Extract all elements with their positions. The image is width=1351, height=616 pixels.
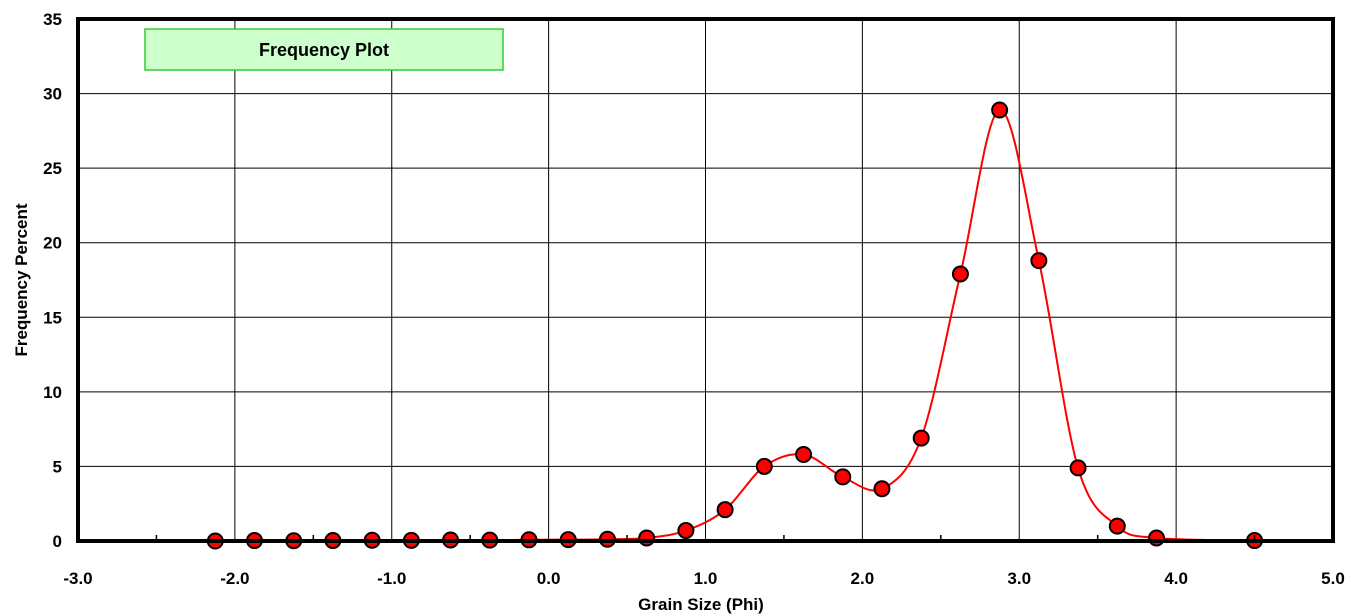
x-axis-title: Grain Size (Phi) (638, 595, 764, 614)
x-tick-label: -3.0 (63, 569, 92, 588)
data-point (1108, 517, 1126, 535)
data-point (873, 480, 891, 498)
data-point (834, 468, 852, 486)
data-point (1148, 529, 1166, 547)
data-point (991, 101, 1009, 119)
data-point (1030, 252, 1048, 270)
data-point (912, 429, 930, 447)
grid-lines (78, 19, 1333, 541)
y-tick-label: 15 (43, 308, 62, 327)
x-tick-label: 5.0 (1321, 569, 1345, 588)
y-tick-label: 30 (43, 85, 62, 104)
y-axis-ticks: 0 5 10 15 20 25 30 35 (43, 10, 62, 551)
data-point (1069, 459, 1087, 477)
data-point (755, 457, 773, 475)
y-tick-label: 25 (43, 159, 62, 178)
y-tick-label: 0 (53, 532, 62, 551)
series-line (215, 108, 1255, 542)
x-tick-label: 4.0 (1164, 569, 1188, 588)
y-tick-label: 35 (43, 10, 62, 29)
data-point (951, 265, 969, 283)
x-tick-label: 3.0 (1007, 569, 1031, 588)
plot-frame (76, 17, 1335, 543)
series-curve (215, 108, 1255, 542)
data-point (638, 529, 656, 547)
y-axis-title: Frequency Percent (12, 203, 31, 356)
x-tick-label: -1.0 (377, 569, 406, 588)
data-point (716, 501, 734, 519)
data-point (677, 522, 695, 540)
x-tick-label: 2.0 (851, 569, 875, 588)
data-points (206, 101, 1264, 550)
x-tick-label: 0.0 (537, 569, 561, 588)
y-tick-label: 20 (43, 234, 62, 253)
x-axis-ticks: -3.0 -2.0 -1.0 0.0 1.0 2.0 3.0 4.0 5.0 (63, 535, 1345, 588)
x-tick-label: 1.0 (694, 569, 718, 588)
x-tick-label: -2.0 (220, 569, 249, 588)
legend-box (144, 28, 504, 71)
y-tick-label: 10 (43, 383, 62, 402)
data-point (795, 445, 813, 463)
legend: Frequency Plot (144, 28, 504, 71)
chart-title: Frequency Plot (259, 40, 389, 60)
y-tick-label: 5 (53, 457, 62, 476)
